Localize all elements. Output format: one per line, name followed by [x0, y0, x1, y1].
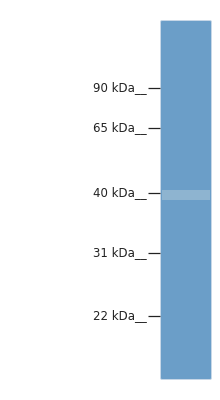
Text: 65 kDa__: 65 kDa__ [93, 122, 147, 134]
Text: 90 kDa__: 90 kDa__ [93, 82, 147, 94]
FancyBboxPatch shape [161, 20, 211, 380]
Bar [162, 190, 210, 200]
Text: 40 kDa__: 40 kDa__ [93, 186, 147, 200]
Text: 22 kDa__: 22 kDa__ [93, 310, 147, 322]
Text: 31 kDa__: 31 kDa__ [93, 246, 147, 260]
